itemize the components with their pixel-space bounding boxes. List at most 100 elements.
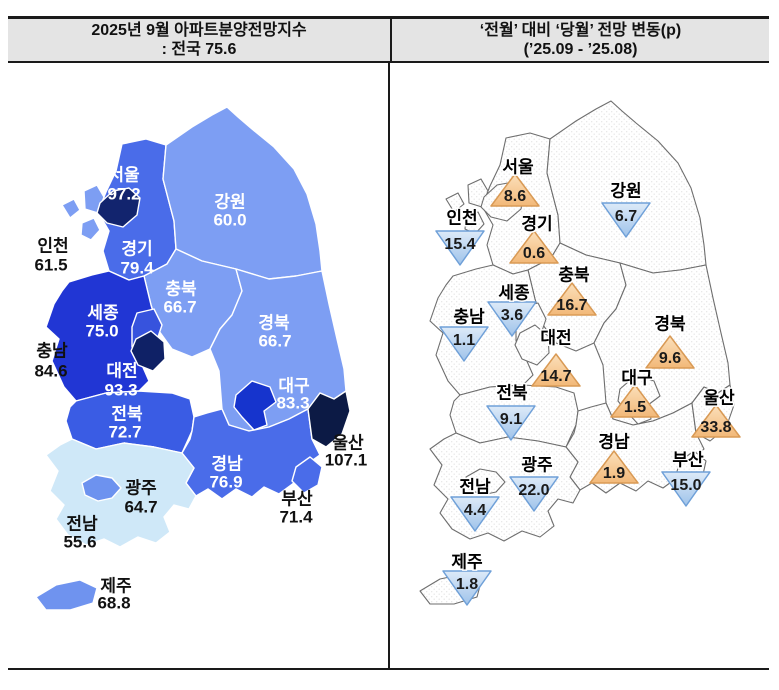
region-name-gyeongbuk: 경북 [258,313,290,332]
change-region-name-seoul: 서울 [502,157,534,176]
change-region-name-incheon: 인천 [446,208,477,227]
change-region-name-chungbuk: 충북 [558,265,590,284]
change-region-name-chungnam: 충남 [453,307,485,326]
region-value-gyeonggi: 79.4 [120,258,154,277]
region-shape-jeju [35,579,98,611]
up-triangle-gyeonggi [509,230,559,264]
region-name-seoul: 서울 [108,165,140,184]
region-name-gyeonggi: 경기 [121,239,152,258]
down-triangle-jeonbuk [486,405,536,441]
right-title-line2: (’25.09 - ’25.08) [523,41,638,58]
down-triangle-gwangju [509,476,559,512]
change-value-daejeon: 14.7 [540,368,571,385]
region-name-gwangju: 광주 [125,478,157,497]
down-triangle-incheon [435,230,485,266]
change-value-busan: 15.0 [670,477,701,494]
change-value-jeonbuk: 9.1 [500,411,522,428]
down-triangle-busan [661,471,711,507]
change-value-seoul: 8.6 [504,188,526,205]
change-value-jeonnam: 4.4 [464,502,486,519]
region-value-seoul: 97.2 [107,184,140,203]
left-panel-title: 2025년 9월 아파트분양전망지수 : 전국 75.6 [8,19,390,61]
change-value-ulsan: 33.8 [700,419,731,436]
change-region-name-gwangju: 광주 [521,455,553,474]
region-name-chungnam: 충남 [36,341,68,360]
up-triangle-daegu [610,384,660,418]
up-triangle-ulsan [691,404,741,438]
change-value-gwangju: 22.0 [518,482,549,499]
left-title-line1: 2025년 9월 아파트분양전망지수 [91,22,307,39]
outline-region-incheon [464,211,485,235]
change-value-incheon: 15.4 [444,236,475,253]
region-value-chungbuk: 66.7 [163,297,196,316]
header-row: 2025년 9월 아파트분양전망지수 : 전국 75.6 ‘전월’ 대비 ‘당월… [8,19,769,63]
region-value-ulsan: 107.1 [325,450,368,469]
change-value-jeju: 1.8 [456,576,478,593]
up-triangle-chungbuk [547,282,597,316]
change-region-name-gyeongbuk: 경북 [654,314,686,333]
down-triangle-jeju [442,570,492,606]
region-shape-busan [291,456,323,494]
region-name-ulsan: 울산 [332,433,364,452]
outline-region-incheon [445,192,465,213]
change-region-name-busan: 부산 [672,450,704,469]
region-value-daegu: 83.3 [276,393,309,412]
change-value-daegu: 1.5 [624,399,646,416]
up-triangle-gyeongnam [589,450,639,484]
region-name-chungbuk: 충북 [165,279,197,298]
region-value-gyeongbuk: 66.7 [258,331,291,350]
change-value-chungbuk: 16.7 [556,297,587,314]
up-triangle-gyeongbuk [645,335,695,369]
right-title-line1: ‘전월’ 대비 ‘당월’ 전망 변동(p) [479,22,682,39]
region-value-incheon: 61.5 [34,255,67,274]
change-region-name-jeonnam: 전남 [459,477,491,496]
change-region-name-gyeonggi: 경기 [521,214,552,233]
change-region-name-daejeon: 대전 [540,328,571,347]
down-triangle-gangwon [601,202,651,238]
region-shape-incheon [61,198,81,219]
region-shape-seoul [96,187,141,228]
region-name-gangwon: 강원 [214,192,245,211]
region-value-daejeon: 93.3 [104,380,137,399]
change-region-name-jeju: 제주 [451,552,483,571]
up-triangle-daejeon [531,353,581,387]
region-name-sejong: 세종 [87,303,119,322]
down-triangle-jeonnam [450,496,500,532]
change-value-gyeonggi: 0.6 [523,245,545,262]
region-value-busan: 71.4 [279,507,313,526]
down-triangle-chungnam [439,326,489,362]
region-shape-gwangju [81,474,122,502]
panel-divider-line [388,63,390,668]
change-value-sejong: 3.6 [501,307,523,324]
change-region-name-ulsan: 울산 [703,388,735,407]
change-value-gyeongnam: 1.9 [603,465,625,482]
table-frame: 2025년 9월 아파트분양전망지수 : 전국 75.6 ‘전월’ 대비 ‘당월… [8,16,769,670]
region-name-jeonnam: 전남 [66,514,98,533]
region-shape-jeonnam [45,438,197,548]
region-value-gwangju: 64.7 [124,497,157,516]
region-name-jeju: 제주 [100,576,132,595]
region-value-chungnam: 84.6 [34,361,67,380]
region-value-sejong: 75.0 [85,321,118,340]
region-shape-incheon [80,217,101,241]
change-value-gyeongbuk: 9.6 [659,350,681,367]
change-region-name-gangwon: 강원 [610,181,641,200]
index-choropleth-map: 강원60.0경기79.4인천61.5서울97.2충북66.7충남84.6세종75… [34,106,368,612]
region-name-busan: 부산 [281,489,313,508]
change-region-name-daegu: 대구 [621,368,653,387]
outline-region-daejeon [514,324,550,366]
left-title-line2: : 전국 75.6 [161,41,237,58]
change-region-name-gyeongnam: 경남 [598,432,630,451]
region-shape-daejeon [130,330,166,372]
region-name-incheon: 인천 [37,236,68,255]
change-region-name-jeonbuk: 전북 [496,383,528,402]
region-name-daejeon: 대전 [106,361,137,380]
region-name-jeonbuk: 전북 [111,404,143,423]
outline-region-gwangju [465,468,506,496]
region-name-daegu: 대구 [278,376,310,395]
region-value-jeonbuk: 72.7 [108,422,141,441]
right-panel-title: ‘전월’ 대비 ‘당월’ 전망 변동(p) (’25.09 - ’25.08) [390,19,769,61]
region-value-gangwon: 60.0 [213,210,246,229]
down-triangle-sejong [487,301,537,337]
